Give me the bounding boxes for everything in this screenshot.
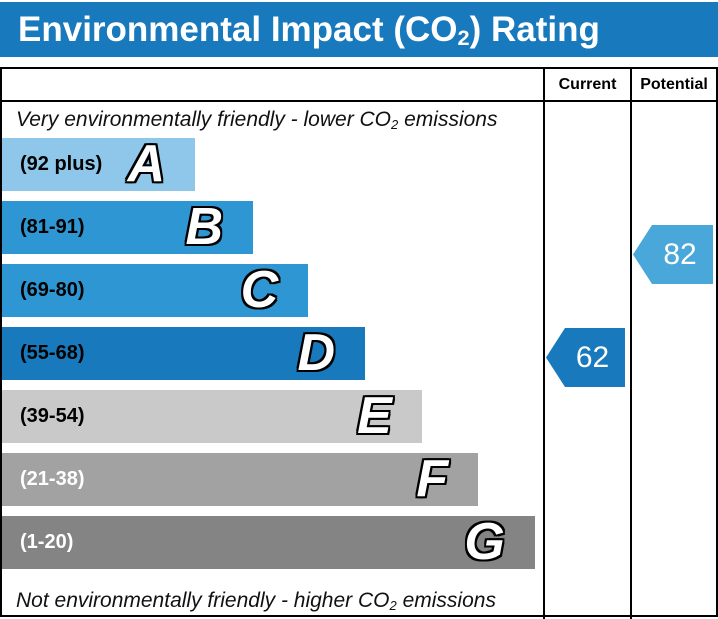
band-range-label: (92 plus) xyxy=(20,153,103,175)
rating-band-bar: (39-54) E xyxy=(2,390,422,443)
band-range-label: (81-91) xyxy=(20,216,85,238)
band-letter: C xyxy=(240,261,279,319)
current-column-header: Current xyxy=(543,69,630,100)
rating-band-bar: (81-91) B xyxy=(2,198,254,256)
potential-column-header: Potential xyxy=(630,69,716,100)
current-rating-value: 62 xyxy=(575,340,610,374)
band-range-label: (21-38) xyxy=(20,468,85,490)
chart-title-bar: Environmental Impact (CO2) Rating xyxy=(0,2,718,57)
band-range-label: (55-68) xyxy=(20,342,85,364)
rating-band-row: (55-68) D xyxy=(2,327,543,380)
rating-band-row: (92 plus) A xyxy=(2,138,543,191)
rating-band-row: (39-54) E xyxy=(2,390,543,443)
current-rating-arrow: 62 xyxy=(546,328,625,387)
rating-band-bar: (55-68) D xyxy=(2,327,365,380)
header-spacer-cell xyxy=(2,69,543,100)
bands-list: (92 plus) A (81-91) B (69-80) C (55-68) … xyxy=(2,138,543,579)
chart-title: Environmental Impact (CO2) Rating xyxy=(18,9,600,51)
table-body-row: Very environmentally friendly - lower CO… xyxy=(2,102,716,619)
rating-band-row: (69-80) C xyxy=(2,264,543,317)
bottom-note: Not environmentally friendly - higher CO… xyxy=(16,589,496,613)
band-letter: G xyxy=(464,513,505,571)
rating-band-bar: (69-80) C xyxy=(2,261,309,319)
top-note: Very environmentally friendly - lower CO… xyxy=(16,108,498,132)
potential-rating-value: 82 xyxy=(663,237,697,271)
rating-band-row: (1-20) G xyxy=(2,516,543,569)
band-range-label: (39-54) xyxy=(20,405,85,427)
band-letter: B xyxy=(185,198,224,256)
bands-cell: Very environmentally friendly - lower CO… xyxy=(2,102,543,619)
band-letter: F xyxy=(416,450,449,508)
rating-band-bar: (1-20) G xyxy=(2,516,535,569)
rating-band-row: (21-38) F xyxy=(2,453,543,506)
table-header-row: Current Potential xyxy=(2,69,716,102)
band-letter: E xyxy=(357,387,392,445)
title-gap xyxy=(0,57,718,67)
current-column-body xyxy=(543,102,630,619)
band-range-label: (69-80) xyxy=(20,279,85,301)
band-letter: D xyxy=(297,324,335,382)
potential-rating-arrow: 82 xyxy=(633,225,713,284)
band-letter: A xyxy=(127,135,166,193)
band-range-label: (1-20) xyxy=(20,531,74,553)
rating-band-bar: (21-38) F xyxy=(2,450,479,508)
rating-table: Current Potential Very environmentally f… xyxy=(0,67,718,619)
rating-band-row: (81-91) B xyxy=(2,201,543,254)
potential-column-body xyxy=(630,102,716,619)
rating-band-bar: (92 plus) A xyxy=(2,135,196,193)
